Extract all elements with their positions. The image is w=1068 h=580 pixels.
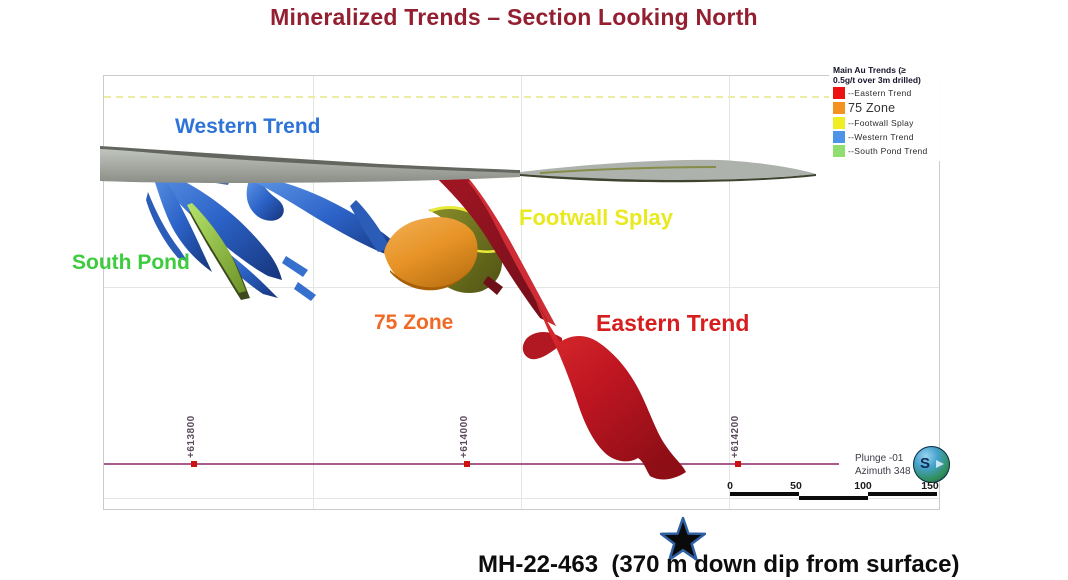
legend-item-label: --Footwall Splay bbox=[848, 118, 914, 129]
footwall-splay-label: Footwall Splay bbox=[519, 205, 674, 230]
coordinate-marker bbox=[735, 461, 741, 467]
plunge-text: Plunge -01 bbox=[855, 453, 904, 464]
legend-title-line1: Main Au Trends (≥ bbox=[833, 65, 906, 75]
compass-south-label: S bbox=[920, 455, 931, 472]
compass-globe-icon: S bbox=[913, 446, 950, 483]
easting-label: +614200 bbox=[730, 415, 741, 458]
legend-item-label: 75 Zone bbox=[848, 101, 896, 116]
section-plot-area bbox=[103, 75, 940, 510]
zone-75-swatch bbox=[833, 102, 845, 115]
section-reference-line bbox=[104, 463, 839, 465]
scale-bar-segment bbox=[799, 496, 868, 500]
dashed-elevation-line bbox=[104, 96, 939, 98]
coordinate-marker bbox=[191, 461, 197, 467]
legend-item-south-pond-trend: --South Pond Trend bbox=[833, 145, 949, 158]
scale-bar-segment bbox=[730, 492, 799, 496]
zone-75-label: 75 Zone bbox=[374, 311, 454, 334]
western-trend-label: Western Trend bbox=[175, 115, 321, 138]
scale-tick-0: 0 bbox=[727, 480, 733, 492]
scale-bar-segment bbox=[868, 492, 937, 496]
south-pond-swatch bbox=[833, 145, 845, 158]
easting-label: +614000 bbox=[459, 415, 470, 458]
gridline-horizontal bbox=[104, 287, 939, 288]
western-trend-swatch bbox=[833, 131, 845, 144]
south-pond-label: South Pond bbox=[72, 251, 190, 274]
legend-item-eastern-trend: --Eastern Trend bbox=[833, 87, 949, 100]
gridline-vertical bbox=[313, 76, 314, 509]
compass-arrow-icon bbox=[936, 460, 944, 468]
scale-tick-100: 100 bbox=[854, 480, 872, 492]
azimuth-text: Azimuth 348 bbox=[855, 466, 911, 477]
legend-item-western-trend: --Western Trend bbox=[833, 131, 949, 144]
eastern-trend-label: Eastern Trend bbox=[596, 310, 750, 336]
legend-item-label: --Western Trend bbox=[848, 132, 914, 143]
scale-tick-50: 50 bbox=[790, 480, 802, 492]
legend-title: Main Au Trends (≥ 0.5g/t over 3m drilled… bbox=[833, 65, 949, 85]
legend-item-label: --Eastern Trend bbox=[848, 88, 912, 99]
eastern-trend-swatch bbox=[833, 87, 845, 100]
gridline-vertical bbox=[729, 76, 730, 509]
drillhole-annotation: MH-22-463 (370 m down dip from surface) bbox=[478, 551, 960, 578]
gridline-vertical bbox=[521, 76, 522, 509]
view-orientation: Plunge -01 Azimuth 348 bbox=[855, 452, 911, 478]
legend-item-footwall-splay: --Footwall Splay bbox=[833, 117, 949, 130]
coordinate-marker bbox=[464, 461, 470, 467]
legend-item-75-zone: 75 Zone bbox=[833, 101, 949, 115]
legend: Main Au Trends (≥ 0.5g/t over 3m drilled… bbox=[829, 62, 951, 162]
page-title: Mineralized Trends – Section Looking Nor… bbox=[270, 4, 758, 30]
footwall-splay-swatch bbox=[833, 117, 845, 130]
easting-label: +613800 bbox=[186, 415, 197, 458]
scale-tick-150: 150 bbox=[921, 480, 939, 492]
legend-title-line2: 0.5g/t over 3m drilled) bbox=[833, 75, 921, 86]
gridline-horizontal bbox=[104, 498, 939, 499]
legend-item-label: --South Pond Trend bbox=[848, 146, 928, 157]
